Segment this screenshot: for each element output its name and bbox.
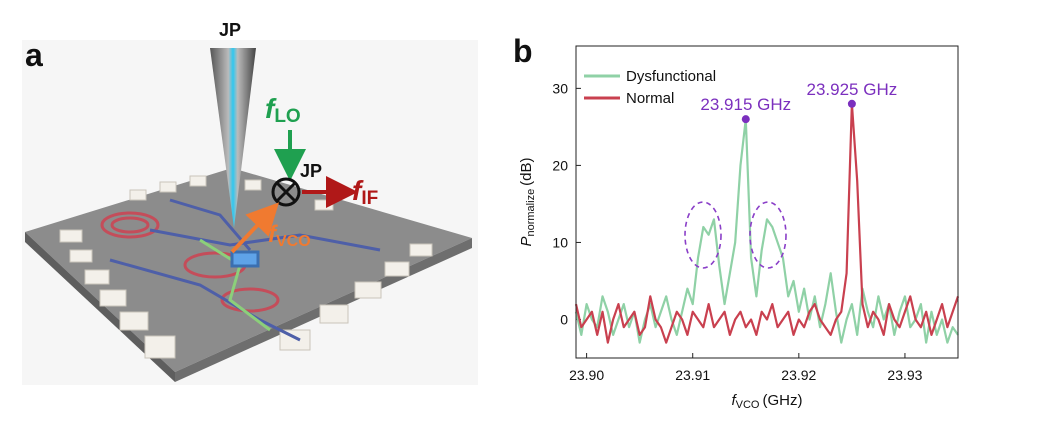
data-line: [574, 102, 960, 344]
y-tick-label: 0: [560, 311, 568, 327]
panel-label: a: [25, 37, 43, 73]
if-label: fIF: [352, 175, 378, 209]
annotation-marker: [741, 115, 750, 124]
pads: [59, 175, 433, 359]
legend-label: Dysfunctional: [626, 68, 716, 85]
probe: [210, 48, 256, 228]
y-tick-label: 20: [552, 157, 568, 173]
plot-frame: [575, 45, 959, 359]
x-tick-label: 23.92: [781, 367, 816, 383]
chip-illustration: a JP fLO JP fIF fVCO: [22, 20, 478, 385]
vco-arrow: [230, 202, 280, 254]
legend-label: Normal: [626, 90, 674, 107]
plot: 23.90 23.91 23.92 23.93 0 10 20 30 Dysfunctional…: [552, 68, 960, 383]
data-line: [574, 118, 959, 344]
annotation-text: 23.925 GHz: [807, 80, 898, 99]
probe-label: JP: [219, 20, 241, 40]
traces: [100, 198, 381, 342]
vco-label: fVCO: [268, 221, 311, 250]
highlight-ellipse: [749, 201, 787, 269]
y-axis-label: Pnormalize(dB): [518, 157, 537, 246]
mixer-cross: [275, 181, 297, 203]
annotation-marker: [847, 99, 856, 108]
x-tick-label: 23.90: [569, 367, 604, 383]
panel-label: b: [513, 33, 533, 69]
lo-label: fLO: [265, 93, 301, 127]
x-tick-label: 23.91: [675, 367, 710, 383]
y-tick-label: 30: [552, 80, 568, 96]
annotation-text: 23.915 GHz: [700, 95, 791, 114]
x-axis-label: fVCO (GHz): [731, 392, 802, 411]
y-tick-label: 10: [552, 234, 568, 250]
chip-side: [25, 232, 175, 382]
highlight-ellipse: [684, 201, 722, 269]
x-tick-label: 23.93: [887, 367, 922, 383]
mixer-symbol: [271, 177, 301, 207]
mixer-label: JP: [300, 161, 322, 181]
